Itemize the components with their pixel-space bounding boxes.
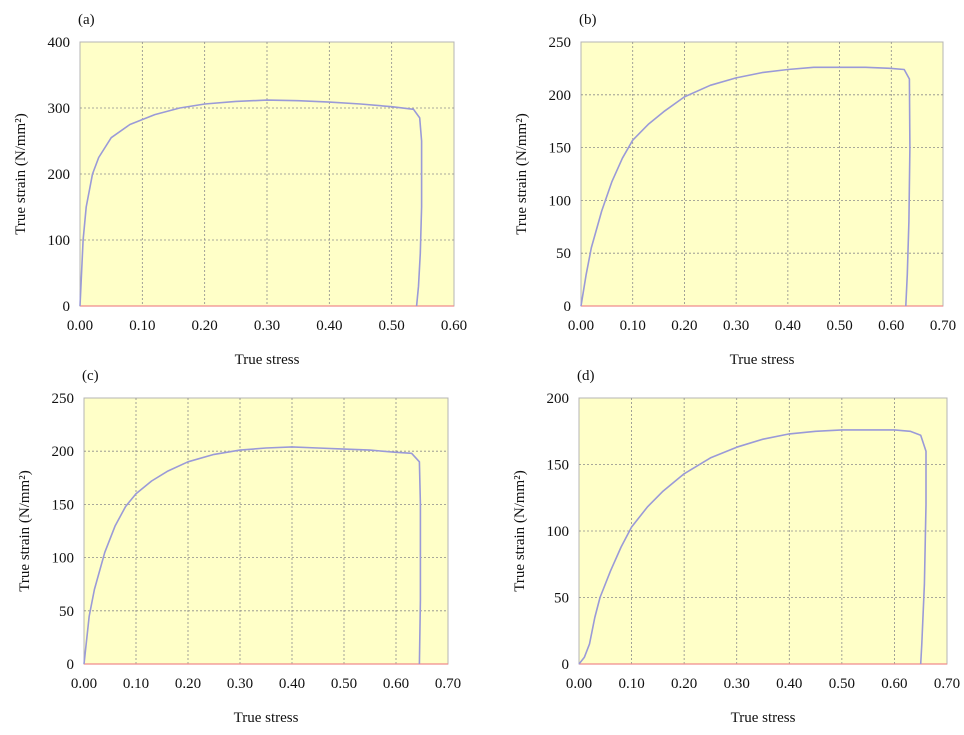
x-axis-label: True stress xyxy=(731,710,796,726)
x-tick-label: 0.20 xyxy=(175,676,201,692)
x-axis-label: True stress xyxy=(234,710,299,726)
x-tick-label: 0.40 xyxy=(279,676,305,692)
y-tick-label: 50 xyxy=(554,591,569,607)
x-tick-label: 0.20 xyxy=(671,676,697,692)
y-axis-label: True strain (N/mm²) xyxy=(512,470,528,591)
x-tick-label: 0.70 xyxy=(934,676,960,692)
y-tick-label: 200 xyxy=(547,391,570,407)
y-tick-label: 100 xyxy=(549,193,572,209)
x-tick-label: 0.60 xyxy=(441,318,467,334)
y-tick-label: 0 xyxy=(63,299,71,315)
x-tick-label: 0.70 xyxy=(930,318,956,334)
x-tick-label: 0.60 xyxy=(878,318,904,334)
y-tick-label: 100 xyxy=(52,551,75,567)
y-tick-label: 50 xyxy=(59,604,74,620)
plot-area xyxy=(580,41,944,307)
x-tick-label: 0.50 xyxy=(331,676,357,692)
panel-label: (c) xyxy=(82,368,99,384)
y-tick-label: 300 xyxy=(48,101,71,117)
y-tick-label: 50 xyxy=(556,246,571,262)
x-tick-label: 0.10 xyxy=(129,318,155,334)
x-tick-label: 0.50 xyxy=(826,318,852,334)
x-tick-label: 0.00 xyxy=(566,676,592,692)
x-tick-label: 0.30 xyxy=(254,318,280,334)
y-tick-label: 200 xyxy=(48,167,71,183)
series-line-1 xyxy=(83,446,422,665)
chart-panel-2: 0.00 0.10 0.20 0.30 0.40 0.50 0.60 0.70 0 50 100 15… xyxy=(514,12,956,368)
y-tick-label: 400 xyxy=(48,35,71,51)
x-tick-label: 0.60 xyxy=(881,676,907,692)
x-tick-label: 0.20 xyxy=(671,318,697,334)
y-tick-label: 250 xyxy=(52,391,75,407)
x-tick-label: 0.30 xyxy=(723,318,749,334)
y-tick-label: 150 xyxy=(549,141,572,157)
y-axis-label: True strain (N/mm²) xyxy=(514,113,530,234)
x-tick-label: 0.10 xyxy=(620,318,646,334)
y-tick-label: 0 xyxy=(564,299,572,315)
x-tick-label: 0.40 xyxy=(776,676,802,692)
x-tick-label: 0.70 xyxy=(435,676,461,692)
y-tick-label: 200 xyxy=(52,444,75,460)
x-tick-label: 0.40 xyxy=(316,318,342,334)
series-line-1 xyxy=(578,429,927,665)
x-tick-label: 0.00 xyxy=(71,676,97,692)
panel-label: (a) xyxy=(78,12,95,28)
panel-label: (d) xyxy=(577,368,595,384)
x-tick-label: 0.10 xyxy=(618,676,644,692)
y-tick-label: 150 xyxy=(52,497,75,513)
chart-panel-3: 0.00 0.10 0.20 0.30 0.40 0.50 0.60 0.70 0 50 100 15… xyxy=(17,368,461,726)
y-tick-label: 200 xyxy=(549,88,572,104)
y-tick-label: 100 xyxy=(547,524,570,540)
x-tick-label: 0.10 xyxy=(123,676,149,692)
x-axis-label: True stress xyxy=(235,352,300,368)
y-axis-label: True strain (N/mm²) xyxy=(13,113,29,234)
plot-area xyxy=(83,397,449,665)
x-tick-label: 0.50 xyxy=(829,676,855,692)
y-tick-label: 0 xyxy=(562,657,570,673)
x-tick-label: 0.30 xyxy=(724,676,750,692)
y-tick-label: 150 xyxy=(547,458,570,474)
series-line-1 xyxy=(79,99,423,307)
x-tick-label: 0.00 xyxy=(568,318,594,334)
y-tick-label: 250 xyxy=(549,35,572,51)
series-line-1 xyxy=(580,66,911,307)
y-tick-label: 0 xyxy=(67,657,75,673)
chart-panel-4: 0.00 0.10 0.20 0.30 0.40 0.50 0.60 0.70 0 50 100 15… xyxy=(512,368,960,726)
y-axis-label: True strain (N/mm²) xyxy=(17,470,33,591)
y-tick-label: 100 xyxy=(48,233,71,249)
panel-label: (b) xyxy=(579,12,597,28)
x-tick-label: 0.00 xyxy=(67,318,93,334)
x-tick-label: 0.40 xyxy=(775,318,801,334)
chart-panel-1: 0.00 0.10 0.20 0.30 0.40 0.50 0.60 0 100 200 300 40… xyxy=(13,12,467,368)
x-axis-label: True stress xyxy=(730,352,795,368)
x-tick-label: 0.20 xyxy=(192,318,218,334)
x-tick-label: 0.50 xyxy=(379,318,405,334)
x-tick-label: 0.30 xyxy=(227,676,253,692)
x-tick-label: 0.60 xyxy=(383,676,409,692)
